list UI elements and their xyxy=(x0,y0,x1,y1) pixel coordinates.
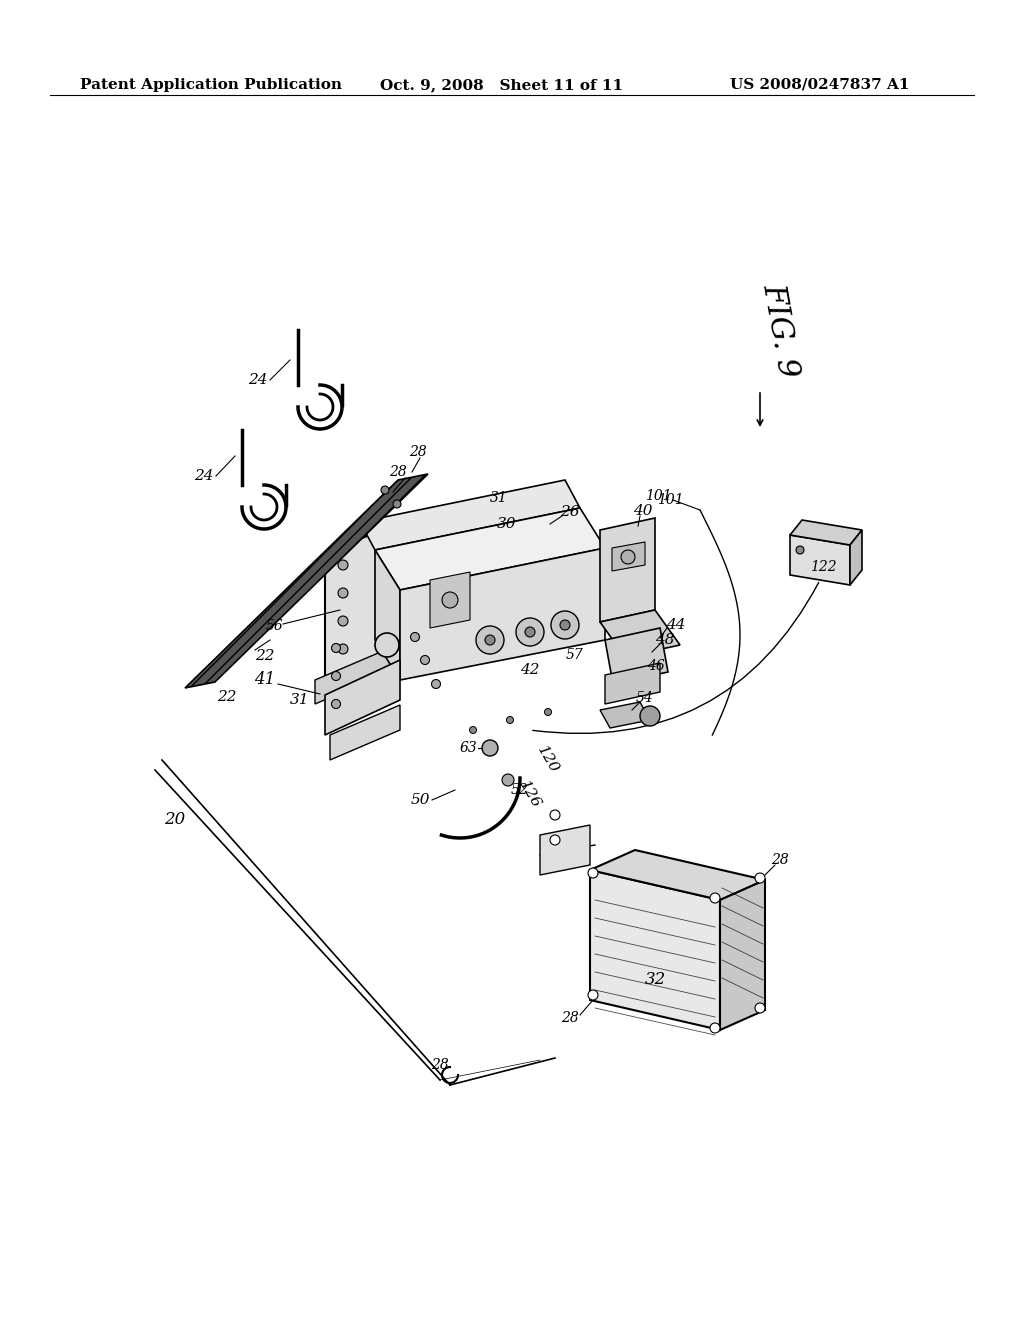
Polygon shape xyxy=(600,610,680,657)
Text: Oct. 9, 2008   Sheet 11 of 11: Oct. 9, 2008 Sheet 11 of 11 xyxy=(380,78,624,92)
Text: 41: 41 xyxy=(254,672,275,689)
Circle shape xyxy=(375,634,399,657)
Circle shape xyxy=(381,486,389,494)
Circle shape xyxy=(755,873,765,883)
Polygon shape xyxy=(325,660,400,735)
Polygon shape xyxy=(330,705,400,760)
Circle shape xyxy=(796,546,804,554)
Text: 54: 54 xyxy=(636,690,654,705)
Circle shape xyxy=(332,672,341,681)
Polygon shape xyxy=(605,628,668,684)
Text: 28: 28 xyxy=(389,465,407,479)
Circle shape xyxy=(588,990,598,1001)
Circle shape xyxy=(469,726,476,734)
Text: 31: 31 xyxy=(290,693,309,708)
Circle shape xyxy=(710,1023,720,1034)
Circle shape xyxy=(621,550,635,564)
Polygon shape xyxy=(790,520,862,545)
Text: Patent Application Publication: Patent Application Publication xyxy=(80,78,342,92)
Text: 50: 50 xyxy=(411,793,430,807)
Polygon shape xyxy=(600,517,655,622)
Circle shape xyxy=(338,560,348,570)
Text: 101: 101 xyxy=(656,492,683,507)
Text: 56: 56 xyxy=(266,619,284,634)
Text: 32: 32 xyxy=(644,972,666,989)
Polygon shape xyxy=(375,508,605,590)
Text: 46: 46 xyxy=(647,659,665,673)
Polygon shape xyxy=(850,531,862,585)
Polygon shape xyxy=(375,550,400,680)
Polygon shape xyxy=(590,870,720,1030)
Circle shape xyxy=(551,611,579,639)
Circle shape xyxy=(476,626,504,653)
Circle shape xyxy=(525,627,535,638)
Polygon shape xyxy=(185,474,428,688)
Circle shape xyxy=(332,644,341,652)
Polygon shape xyxy=(612,543,645,572)
Circle shape xyxy=(338,644,348,653)
Text: 52: 52 xyxy=(511,783,528,797)
Polygon shape xyxy=(400,548,605,680)
Text: 28: 28 xyxy=(410,445,427,459)
Circle shape xyxy=(545,709,552,715)
Polygon shape xyxy=(325,531,380,696)
Circle shape xyxy=(755,1003,765,1012)
Text: 28: 28 xyxy=(771,853,788,867)
Circle shape xyxy=(421,656,429,664)
Circle shape xyxy=(507,717,513,723)
Text: 57: 57 xyxy=(566,648,584,663)
Circle shape xyxy=(411,632,420,642)
Polygon shape xyxy=(430,572,470,628)
Polygon shape xyxy=(540,825,590,875)
Circle shape xyxy=(431,680,440,689)
Circle shape xyxy=(485,635,495,645)
Polygon shape xyxy=(600,702,650,729)
Text: 31: 31 xyxy=(490,491,508,506)
Polygon shape xyxy=(605,663,660,704)
Circle shape xyxy=(502,774,514,785)
Text: 42: 42 xyxy=(520,663,540,677)
Text: 101: 101 xyxy=(645,488,672,503)
Circle shape xyxy=(588,869,598,878)
Circle shape xyxy=(560,620,570,630)
Circle shape xyxy=(516,618,544,645)
Text: 28: 28 xyxy=(561,1011,579,1026)
Polygon shape xyxy=(720,880,765,1030)
Circle shape xyxy=(710,894,720,903)
Text: 26: 26 xyxy=(560,506,580,519)
Circle shape xyxy=(442,591,458,609)
Text: 24: 24 xyxy=(195,469,214,483)
Text: 28: 28 xyxy=(431,1059,449,1072)
Circle shape xyxy=(393,500,401,508)
Text: 22: 22 xyxy=(217,690,237,704)
Circle shape xyxy=(338,587,348,598)
Polygon shape xyxy=(315,648,390,704)
Polygon shape xyxy=(360,480,580,550)
Text: 44: 44 xyxy=(667,618,686,632)
Text: US 2008/0247837 A1: US 2008/0247837 A1 xyxy=(730,78,909,92)
Circle shape xyxy=(338,616,348,626)
Text: 30: 30 xyxy=(498,517,517,531)
Text: 24: 24 xyxy=(248,374,267,387)
Text: FIG. 9: FIG. 9 xyxy=(757,280,804,380)
Polygon shape xyxy=(790,535,850,585)
Circle shape xyxy=(640,706,660,726)
Text: 63: 63 xyxy=(459,741,477,755)
Circle shape xyxy=(332,700,341,709)
Polygon shape xyxy=(590,850,765,900)
Text: 20: 20 xyxy=(165,812,185,829)
Text: 40: 40 xyxy=(633,504,652,517)
Circle shape xyxy=(550,810,560,820)
Text: 126: 126 xyxy=(517,779,544,812)
Text: 120: 120 xyxy=(535,744,561,776)
Circle shape xyxy=(482,741,498,756)
Text: 22: 22 xyxy=(255,649,274,663)
Text: 48: 48 xyxy=(655,634,675,647)
Text: 122: 122 xyxy=(810,560,837,574)
Circle shape xyxy=(550,836,560,845)
